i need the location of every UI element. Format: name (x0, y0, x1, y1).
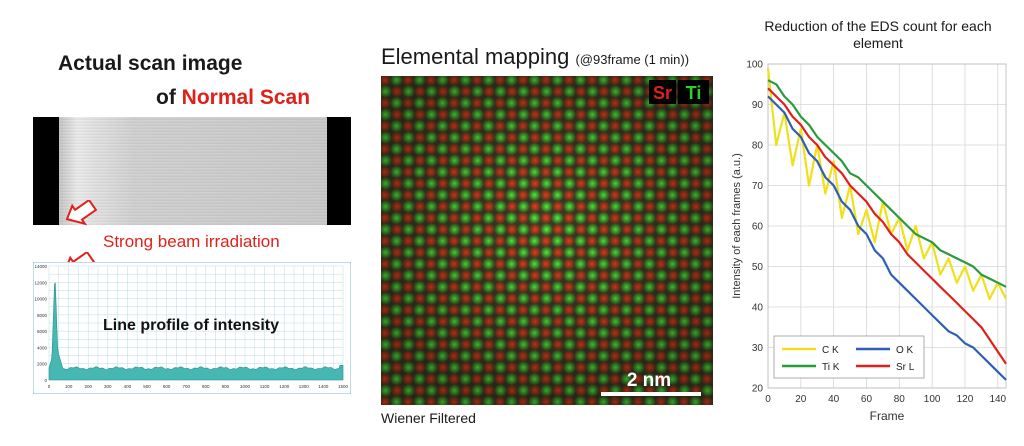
profile-x-tick: 100 (65, 384, 73, 389)
eds-legend-label: Sr L (896, 362, 915, 373)
eds-x-tick: 60 (861, 394, 873, 405)
eds-x-tick: 100 (924, 394, 941, 405)
eds-x-tick: 40 (828, 394, 840, 405)
profile-y-tick: 0 (44, 378, 47, 383)
eds-y-tick: 40 (752, 303, 764, 314)
profile-x-tick: 600 (163, 384, 171, 389)
scale-bar-label: 2 nm (627, 370, 671, 391)
eds-x-tick: 80 (894, 394, 906, 405)
eds-legend: C K O K Ti K Sr L (773, 335, 925, 379)
eds-series-line (767, 79, 1007, 288)
profile-y-tick: 4000 (37, 345, 48, 350)
profile-x-tick: 200 (84, 384, 92, 389)
eds-plot-frame (767, 63, 1007, 389)
beam-arrow-icon (65, 200, 98, 226)
legend-ti-box (678, 80, 709, 104)
elemental-map-image: Sr Ti 2 nm (381, 76, 713, 405)
eds-y-tick: 50 (752, 262, 764, 273)
scan-title-line2: of Normal Scan (156, 86, 310, 110)
eds-chart-title: Reduction of the EDS count for each elem… (764, 18, 992, 51)
profile-x-tick: 0 (48, 384, 51, 389)
profile-x-tick: 300 (104, 384, 112, 389)
eds-y-tick: 20 (752, 384, 764, 395)
eds-x-tick: 20 (795, 394, 807, 405)
profile-area (48, 282, 344, 381)
profile-x-tick: 800 (202, 384, 210, 389)
legend-sr-box (649, 80, 676, 104)
wiener-filter-caption: Wiener Filtered (381, 410, 476, 426)
profile-x-tick: 400 (124, 384, 132, 389)
scan-title-highlight: Normal Scan (181, 86, 311, 109)
profile-label: Line profile of intensity (103, 317, 279, 334)
profile-x-tick: 500 (143, 384, 151, 389)
eds-series-line (766, 67, 1007, 300)
eds-grid (767, 63, 1007, 389)
profile-x-tick: 1500 (338, 384, 349, 389)
eds-y-tick: 80 (752, 141, 764, 152)
profile-y-tick: 10000 (34, 297, 47, 302)
profile-x-tick: 700 (182, 384, 190, 389)
eds-y-tick: 30 (752, 343, 764, 354)
eds-y-tick: 70 (752, 181, 764, 192)
eds-y-tick: 60 (752, 222, 764, 233)
eds-x-tick: 140 (989, 394, 1006, 405)
eds-series-group (766, 67, 1007, 381)
profile-y-tick: 6000 (37, 329, 48, 334)
profile-y-tick: 8000 (37, 313, 48, 318)
eds-y-axis-label: Intensity of each frames (a.u.) (731, 153, 743, 299)
eds-legend-label: Ti K (822, 362, 840, 373)
eds-series-line (767, 95, 1007, 381)
legend-sr-label: Sr (653, 83, 672, 103)
eds-x-tick: 0 (765, 394, 771, 405)
profile-y-tick: 14000 (34, 264, 47, 269)
eds-x-tick: 120 (957, 394, 974, 405)
scan-title-line1: Actual scan image (58, 52, 243, 75)
beam-irradiation-label: Strong beam irradiation (103, 232, 280, 251)
profile-y-ticks: 0 2000 4000 6000 8000 10000 12000 14000 (34, 264, 47, 383)
eds-y-tick: 100 (746, 60, 763, 71)
profile-x-tick: 1300 (299, 384, 310, 389)
profile-y-tick: 12000 (34, 280, 47, 285)
profile-y-tick: 2000 (37, 362, 48, 367)
map-subtitle: (@93frame (1 min)) (575, 52, 690, 67)
scan-image-frame (59, 117, 327, 225)
profile-x-tick: 1100 (260, 384, 270, 389)
eds-legend-label: C K (822, 345, 839, 356)
scan-title-prefix: of (156, 86, 182, 109)
eds-series-line (767, 87, 1007, 365)
profile-x-tick: 1200 (279, 384, 290, 389)
map-title: Elemental mapping (@93frame (1 min)) (381, 44, 689, 70)
line-profile-plot: 0 2000 4000 6000 8000 10000 12000 14000 0 100 200… (33, 262, 351, 394)
eds-x-axis-label: Frame (870, 409, 905, 423)
scale-bar (601, 392, 701, 396)
eds-legend-box (773, 335, 925, 379)
profile-x-ticks: 0 100 200 300 400 500 600 700 800 900 1000 1100 1200… (48, 384, 349, 389)
profile-x-tick: 900 (222, 384, 230, 389)
eds-legend-label: O K (896, 345, 914, 356)
eds-y-ticks: 20 30 40 50 60 70 80 90 100 (746, 60, 763, 395)
legend-ti-label: Ti (686, 83, 702, 103)
profile-x-tick: 1000 (240, 384, 251, 389)
eds-x-ticks: 0 20 40 60 80 100 120 140 (765, 394, 1006, 405)
eds-y-tick: 90 (752, 100, 764, 111)
map-title-main: Elemental mapping (381, 44, 570, 69)
profile-x-tick: 1400 (318, 384, 329, 389)
profile-grid (48, 265, 344, 381)
